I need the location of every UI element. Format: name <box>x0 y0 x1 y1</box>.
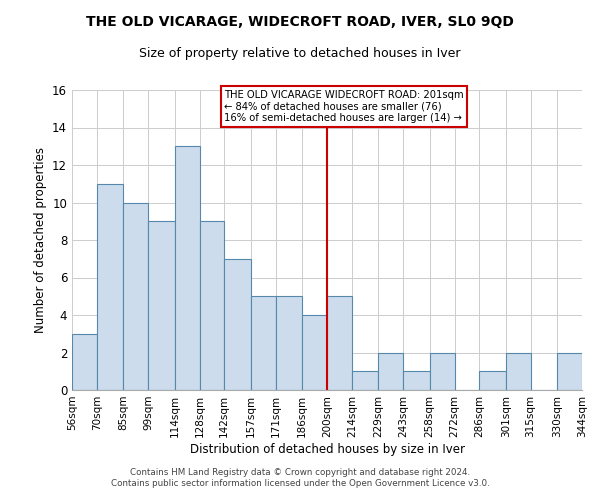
Bar <box>479 371 506 390</box>
Y-axis label: Number of detached properties: Number of detached properties <box>34 147 47 333</box>
Bar <box>224 259 251 390</box>
Bar <box>379 352 403 390</box>
Bar <box>72 334 97 390</box>
Bar <box>327 296 352 390</box>
X-axis label: Distribution of detached houses by size in Iver: Distribution of detached houses by size … <box>190 442 464 456</box>
Bar <box>97 184 124 390</box>
Text: THE OLD VICARAGE, WIDECROFT ROAD, IVER, SL0 9QD: THE OLD VICARAGE, WIDECROFT ROAD, IVER, … <box>86 15 514 29</box>
Bar <box>430 352 455 390</box>
Bar <box>175 146 199 390</box>
Bar <box>352 371 379 390</box>
Text: Contains HM Land Registry data © Crown copyright and database right 2024.
Contai: Contains HM Land Registry data © Crown c… <box>110 468 490 487</box>
Bar <box>199 221 224 390</box>
Bar <box>275 296 302 390</box>
Bar <box>557 352 582 390</box>
Bar <box>148 221 175 390</box>
Bar <box>124 202 148 390</box>
Bar <box>251 296 275 390</box>
Bar <box>302 315 327 390</box>
Bar <box>506 352 530 390</box>
Text: THE OLD VICARAGE WIDECROFT ROAD: 201sqm
← 84% of detached houses are smaller (76: THE OLD VICARAGE WIDECROFT ROAD: 201sqm … <box>224 90 464 123</box>
Text: Size of property relative to detached houses in Iver: Size of property relative to detached ho… <box>139 48 461 60</box>
Bar <box>403 371 430 390</box>
